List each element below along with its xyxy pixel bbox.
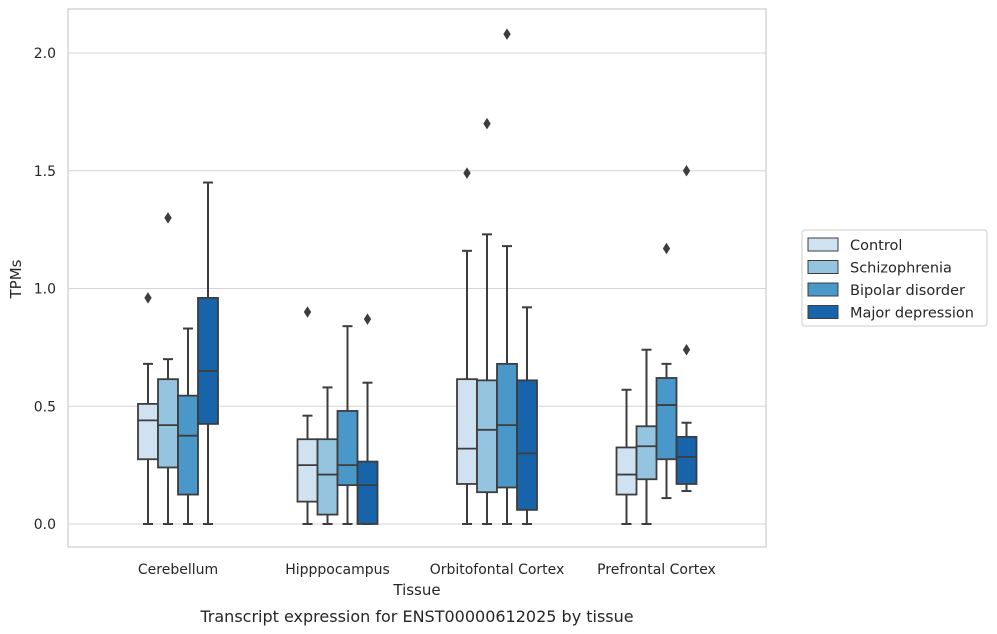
legend: Control Schizophrenia Bipolar disorder Majo… (801, 229, 988, 327)
outlier-point (303, 306, 312, 318)
legend-label: Bipolar disorder (850, 283, 965, 299)
legend-frame (801, 229, 988, 327)
y-tick-label: 1.5 (34, 164, 56, 180)
box-bipolar-disorder-2 (496, 28, 518, 525)
y-axis-ticks: 0.0 0.5 1.0 1.5 2.0 (34, 46, 56, 533)
outlier-point (144, 292, 152, 304)
box-iqr (356, 460, 379, 525)
box-major-depression-0 (197, 181, 219, 525)
legend-swatch (807, 237, 839, 252)
box-iqr (137, 402, 159, 461)
outlier-point (483, 117, 491, 130)
outlier-point (164, 212, 172, 224)
legend-label: Control (850, 238, 902, 254)
x-tick-label: Hipppocampus (285, 562, 390, 578)
outlier-point (363, 313, 372, 325)
box-control-3 (615, 388, 638, 525)
legend-swatch (807, 260, 839, 274)
y-tick-label: 2.0 (34, 46, 56, 62)
box-schizophrenia-2 (476, 117, 498, 525)
box-iqr (197, 297, 219, 425)
box-iqr (296, 438, 319, 503)
box-control-0 (137, 292, 159, 525)
x-tick-label: Orbitofontal Cortex (430, 562, 565, 578)
box-iqr (336, 410, 359, 487)
box-groups (137, 28, 698, 525)
box-control-1 (296, 306, 319, 525)
box-iqr (655, 377, 678, 461)
box-iqr (476, 379, 498, 494)
box-major-depression-2 (516, 306, 538, 525)
box-iqr (316, 438, 339, 516)
plot-area-frame (67, 8, 767, 548)
legend-items: Control Schizophrenia Bipolar disorder Majo… (807, 237, 974, 322)
outlier-point (503, 28, 511, 40)
box-iqr (675, 435, 698, 485)
legend-label: Schizophrenia (850, 261, 952, 277)
legend-label: Major depression (850, 306, 974, 322)
box-iqr (177, 394, 199, 496)
x-axis-ticks: Cerebellum Hipppocampus Orbitofontal Corte… (138, 562, 716, 578)
box-control-2 (456, 167, 478, 525)
box-schizophrenia-1 (316, 386, 339, 525)
box-schizophrenia-0 (157, 212, 179, 525)
figure-caption: Transcript expression for ENST0000061202… (199, 607, 633, 626)
x-axis-title: Tissue (392, 581, 440, 599)
x-tick-label: Cerebellum (138, 562, 218, 578)
box-iqr (615, 446, 638, 496)
y-axis-title: TPMs (7, 259, 25, 299)
box-schizophrenia-3 (635, 348, 658, 525)
box-major-depression-1 (356, 313, 379, 525)
x-tick-label: Prefrontal Cortex (597, 562, 716, 578)
box-bipolar-disorder-3 (655, 242, 678, 500)
legend-swatch (807, 305, 839, 319)
box-iqr (157, 378, 179, 469)
box-major-depression-3 (675, 165, 698, 493)
box-bipolar-disorder-1 (336, 325, 359, 525)
legend-swatch (807, 282, 839, 297)
box-iqr (516, 379, 538, 511)
outlier-point (662, 242, 671, 255)
box-bipolar-disorder-0 (177, 327, 199, 525)
outlier-point (463, 167, 471, 179)
y-tick-label: 1.0 (34, 282, 56, 298)
y-tick-label: 0.0 (34, 517, 56, 533)
outlier-point (682, 165, 691, 177)
box-iqr (456, 378, 478, 485)
y-tick-label: 0.5 (34, 399, 56, 415)
box-iqr (635, 425, 658, 481)
outlier-point (682, 343, 691, 356)
